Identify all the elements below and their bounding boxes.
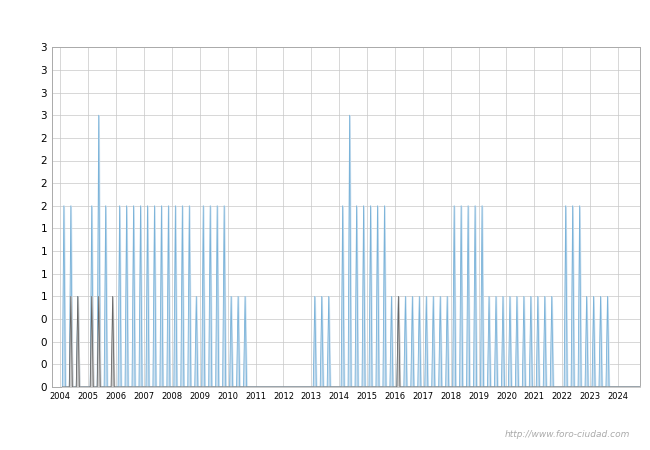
Text: Torrecilla de la Orden - Evolucion del Nº de Transacciones Inmobiliarias: Torrecilla de la Orden - Evolucion del N… xyxy=(68,15,582,28)
Text: http://www.foro-ciudad.com: http://www.foro-ciudad.com xyxy=(505,430,630,439)
